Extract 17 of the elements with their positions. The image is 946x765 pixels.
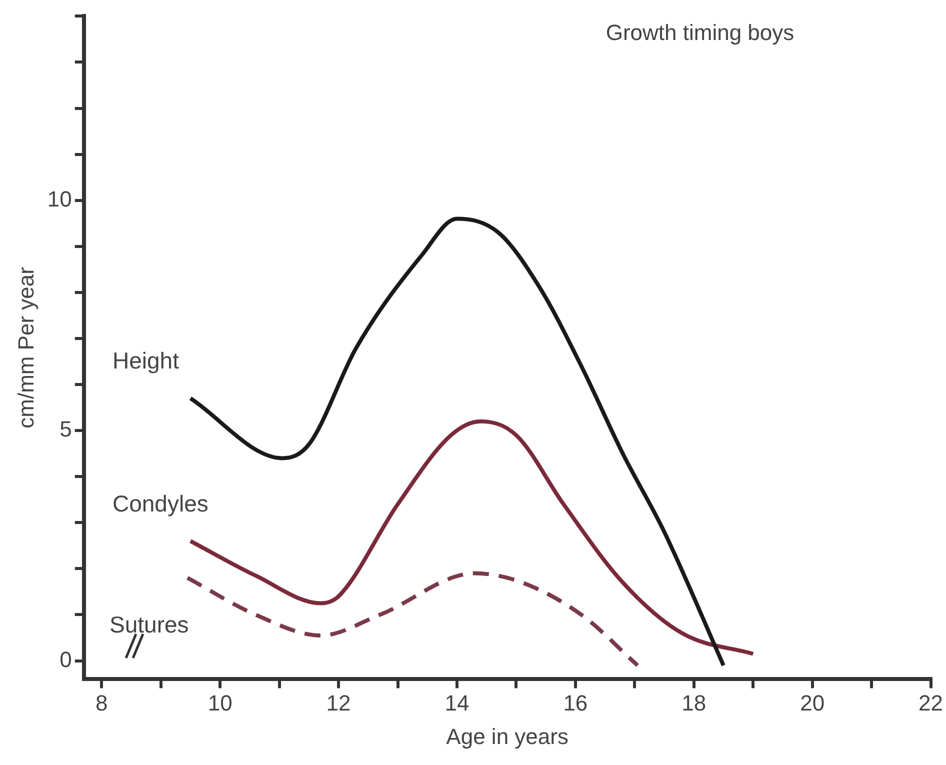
x-tick-label: 18 [682,690,706,716]
x-tick-label: 20 [800,690,825,716]
series-label: Sutures [110,611,189,638]
y-axis-title: cm/mm Per year [13,267,38,428]
series-label: Condyles [112,490,208,516]
x-tick-label: 8 [96,690,108,716]
x-tick-label: 22 [918,690,944,716]
chart-title: Growth timing boys [604,19,796,47]
y-tick-label: 10 [47,186,72,212]
x-tick-label: 10 [208,690,232,716]
y-tick-label: 0 [60,646,72,672]
x-tick-label: 12 [326,690,351,716]
y-tick-label: 5 [60,416,72,442]
x-tick-label: 14 [444,690,470,716]
x-tick-label: 16 [563,690,588,716]
series-label: Height [112,348,180,374]
x-axis-title: Age in years [446,724,568,749]
